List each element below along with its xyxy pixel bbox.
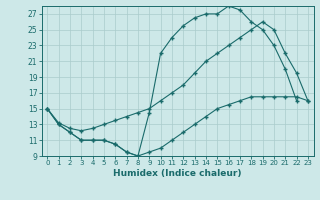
X-axis label: Humidex (Indice chaleur): Humidex (Indice chaleur): [113, 169, 242, 178]
